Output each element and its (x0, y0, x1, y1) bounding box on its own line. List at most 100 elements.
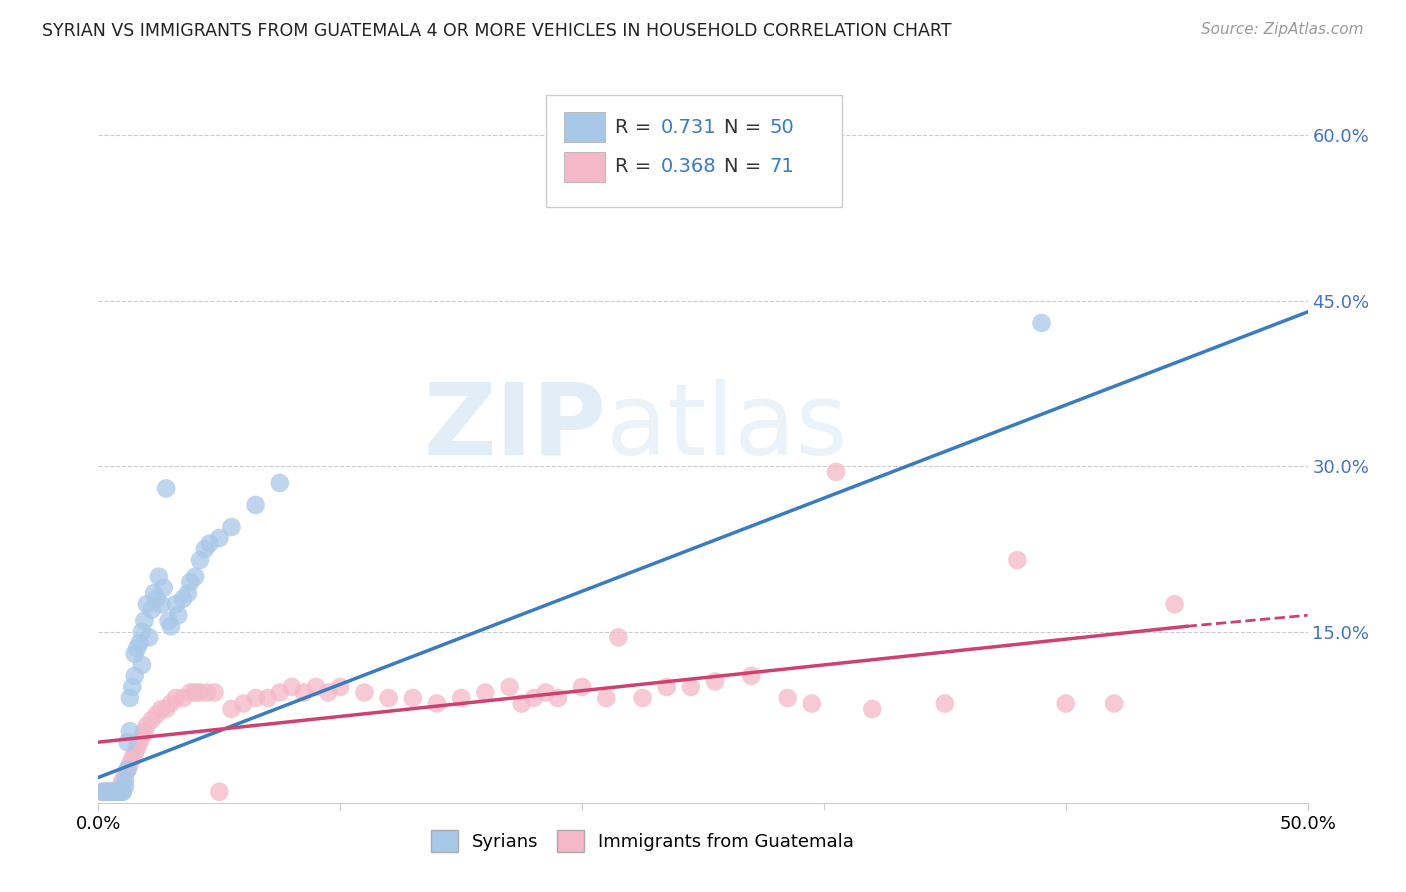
Point (198, 536, 221, 550)
Text: R =: R = (614, 118, 657, 136)
Point (114, 779, 136, 793)
Point (692, 167, 714, 181)
Point (184, 685, 207, 699)
Point (188, 553, 211, 567)
FancyBboxPatch shape (564, 152, 605, 182)
Point (204, 685, 226, 699)
Point (111, 785, 134, 799)
Point (269, 685, 291, 699)
Point (655, 680, 678, 694)
Point (329, 680, 352, 694)
Point (131, 730, 153, 744)
Text: N =: N = (724, 118, 768, 136)
Point (143, 586, 166, 600)
Point (402, 691, 425, 706)
Point (631, 691, 654, 706)
Point (141, 713, 163, 727)
Point (94, 785, 117, 799)
Text: 50: 50 (769, 118, 794, 136)
Point (114, 768, 136, 782)
Point (860, 702, 883, 716)
Point (134, 614, 156, 628)
Point (148, 569, 170, 583)
Point (1054, 697, 1077, 711)
Point (245, 498, 267, 512)
Point (1007, 553, 1029, 567)
Point (152, 581, 174, 595)
Text: 71: 71 (769, 158, 794, 177)
Point (97, 785, 120, 799)
Text: SYRIAN VS IMMIGRANTS FROM GUATEMALA 4 OR MORE VEHICLES IN HOUSEHOLD CORRELATION : SYRIAN VS IMMIGRANTS FROM GUATEMALA 4 OR… (42, 22, 952, 40)
Text: R =: R = (614, 158, 657, 177)
Point (135, 718, 157, 732)
Point (160, 697, 183, 711)
Point (91, 785, 114, 799)
Point (155, 702, 177, 716)
Point (107, 785, 129, 799)
Point (155, 482, 177, 496)
Point (165, 691, 187, 706)
Text: 0.731: 0.731 (661, 118, 716, 136)
Point (595, 691, 617, 706)
Point (128, 636, 150, 650)
Point (704, 674, 727, 689)
Point (118, 757, 141, 772)
Point (281, 680, 304, 694)
Point (117, 735, 139, 749)
Point (245, 691, 267, 706)
Point (131, 657, 153, 672)
Point (825, 465, 848, 479)
Point (124, 669, 146, 683)
Legend: Syrians, Immigrants from Guatemala: Syrians, Immigrants from Guatemala (423, 822, 862, 859)
Point (141, 603, 163, 617)
Point (1031, 316, 1053, 330)
Point (195, 685, 218, 699)
Point (172, 691, 194, 706)
Point (145, 707, 167, 722)
Point (800, 697, 823, 711)
Point (450, 691, 472, 706)
Point (138, 631, 160, 645)
Point (111, 773, 134, 788)
Point (179, 575, 201, 590)
Point (292, 685, 315, 699)
Point (150, 702, 173, 716)
Point (194, 542, 217, 557)
Point (740, 669, 762, 683)
Point (121, 680, 143, 694)
Point (160, 619, 183, 633)
Point (184, 569, 207, 583)
Point (101, 785, 124, 799)
Point (221, 702, 243, 716)
FancyBboxPatch shape (546, 95, 842, 207)
Point (101, 785, 124, 799)
Point (118, 724, 141, 739)
Point (150, 597, 173, 611)
Point (100, 785, 122, 799)
Point (679, 680, 702, 694)
Point (305, 680, 328, 694)
Point (145, 591, 167, 606)
Point (135, 597, 157, 611)
Point (127, 641, 149, 656)
Point (117, 763, 139, 777)
Point (107, 785, 129, 799)
Point (118, 691, 141, 706)
Point (124, 647, 146, 661)
Point (208, 531, 231, 545)
Point (104, 785, 127, 799)
Point (377, 691, 399, 706)
Point (269, 475, 291, 490)
Point (776, 691, 799, 706)
Point (117, 763, 139, 777)
Point (108, 779, 131, 793)
Point (134, 724, 156, 739)
Point (108, 785, 131, 799)
Point (97, 785, 120, 799)
Point (127, 740, 149, 755)
Point (121, 752, 143, 766)
Point (523, 691, 546, 706)
Point (934, 697, 956, 711)
Point (94, 785, 117, 799)
Text: 0.368: 0.368 (661, 158, 716, 177)
